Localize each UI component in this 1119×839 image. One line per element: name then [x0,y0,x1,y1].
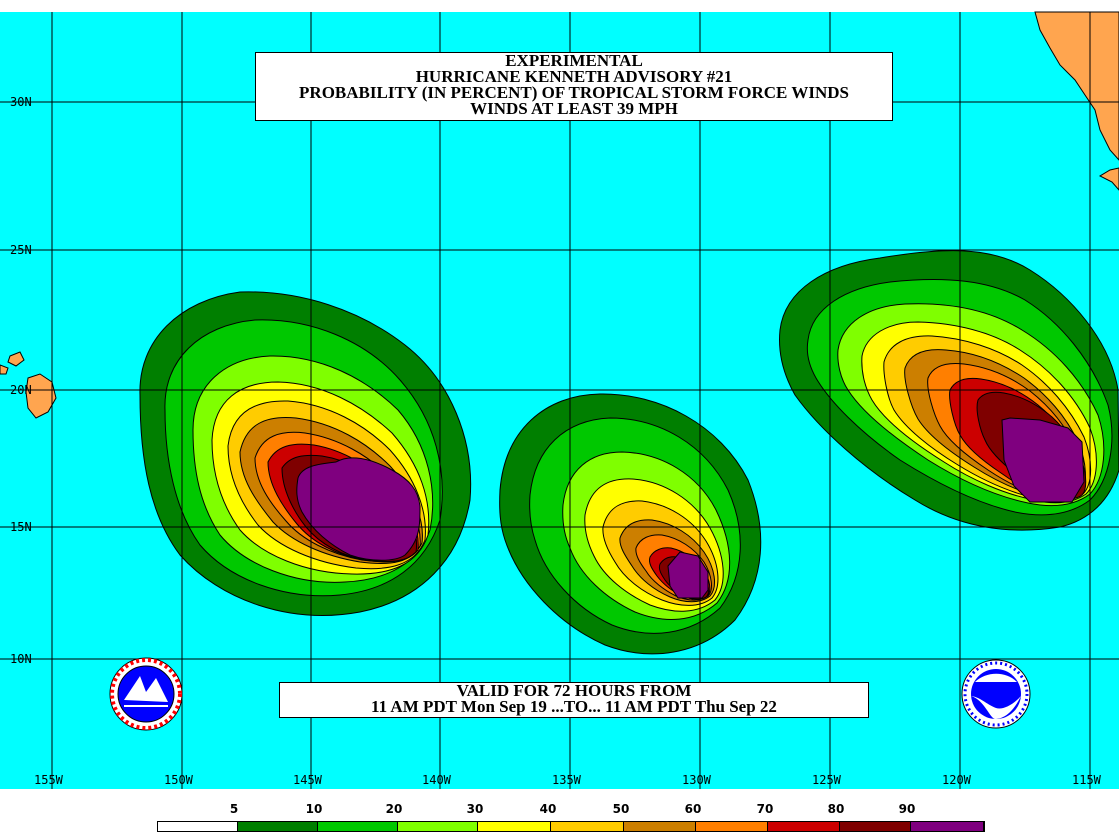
hawaii-big-island [25,373,57,419]
legend-color-bar [157,821,985,832]
legend-label: 40 [539,802,557,816]
legend-swatch [768,822,840,831]
maui [7,351,25,367]
lat-label: 30N [10,95,32,109]
legend-label: 70 [756,802,774,816]
noaa-logo [961,659,1031,729]
lat-label: 25N [10,243,32,257]
legend-label: 5 [229,802,239,816]
legend-swatch [840,822,911,831]
legend-swatch [158,822,238,831]
legend-swatch [911,822,984,831]
lon-label: 120W [942,773,971,787]
title-line-1: EXPERIMENTAL [505,51,643,70]
contour-max [296,457,421,561]
legend-swatch [318,822,398,831]
legend-swatch [624,822,696,831]
baja-tip [1098,167,1119,191]
oahu [0,364,9,375]
legend-label: 50 [612,802,630,816]
lon-label: 130W [682,773,711,787]
lat-label: 15N [10,520,32,534]
legend-label: 80 [827,802,845,816]
legend-label: 30 [466,802,484,816]
valid-line-2: 11 AM PDT Mon Sep 19 ...TO... 11 AM PDT … [371,697,777,716]
lat-lon-grid [0,12,1119,789]
legend-label: 10 [305,802,323,816]
legend-swatch [238,822,318,831]
title-line-4: WINDS AT LEAST 39 MPH [470,99,678,118]
title-line-2: HURRICANE KENNETH ADVISORY #21 [415,67,733,86]
legend-label: 20 [385,802,403,816]
lon-label: 150W [164,773,193,787]
valid-period-box: VALID FOR 72 HOURS FROM 11 AM PDT Mon Se… [279,682,869,718]
lat-label: 20N [10,383,32,397]
contour-max [1001,417,1085,503]
lon-label: 125W [812,773,841,787]
legend-swatch [696,822,768,831]
lon-label: 115W [1072,773,1101,787]
legend-label: 90 [898,802,916,816]
legend-swatch [551,822,624,831]
lat-label: 10N [10,652,32,666]
contour-max [667,551,709,599]
legend-label: 60 [684,802,702,816]
valid-line-1: VALID FOR 72 HOURS FROM [456,681,692,700]
lon-label: 145W [293,773,322,787]
lon-label: 140W [422,773,451,787]
lon-label: 135W [552,773,581,787]
legend-swatch [478,822,551,831]
title-line-3: PROBABILITY (IN PERCENT) OF TROPICAL STO… [299,83,849,102]
legend-swatch [398,822,478,831]
nws-logo [109,657,183,731]
lon-label: 155W [34,773,63,787]
title-box: EXPERIMENTAL HURRICANE KENNETH ADVISORY … [255,52,893,121]
